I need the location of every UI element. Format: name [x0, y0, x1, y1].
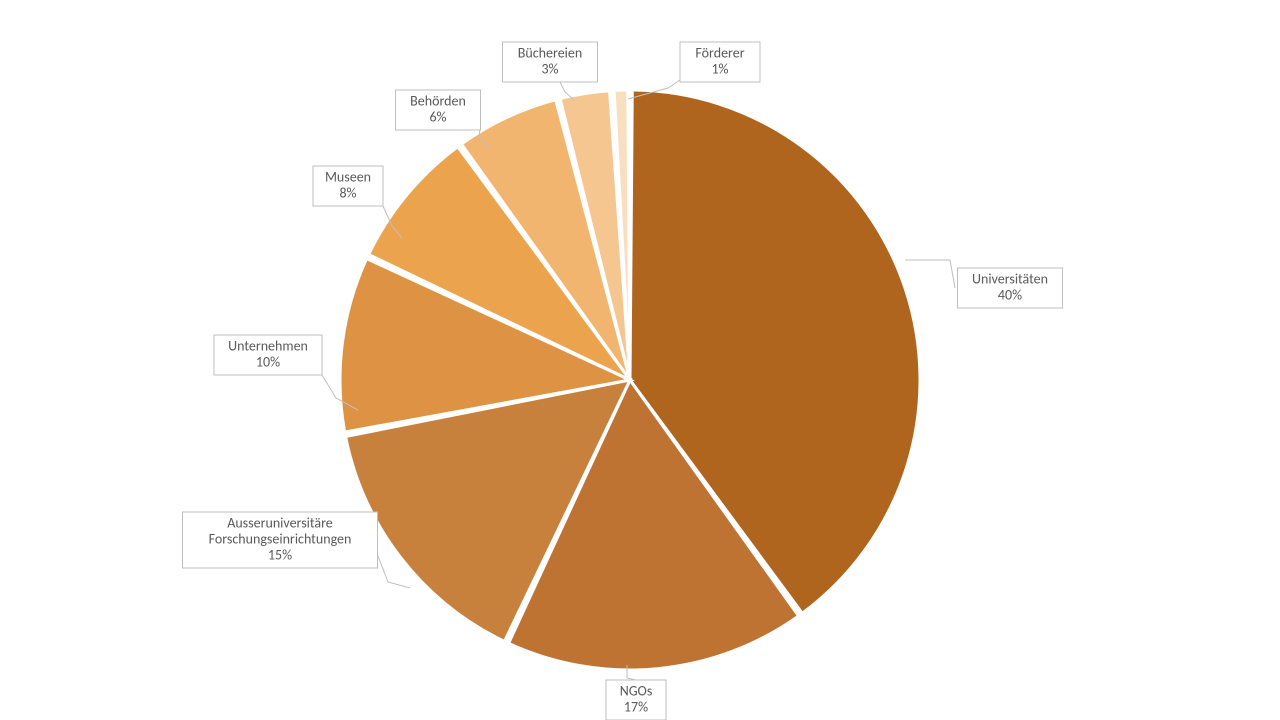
label-text: Universitäten — [972, 270, 1048, 287]
label-text: Förderer — [695, 44, 744, 61]
label-text: Museen — [325, 168, 371, 185]
label-text: Unternehmen — [228, 337, 308, 354]
label-text: 10% — [256, 353, 280, 370]
label-text: 3% — [541, 60, 558, 77]
label-text: Forschungseinrichtungen — [209, 530, 352, 547]
label-text: 8% — [339, 184, 356, 201]
pie-chart: Universitäten40% NGOs17% Ausseruniversitär… — [0, 0, 1280, 720]
label-text: 15% — [268, 546, 292, 563]
label-text: Behörden — [410, 92, 466, 109]
label-text: 1% — [711, 60, 728, 77]
label-text: 6% — [429, 108, 446, 125]
label-text: Büchereien — [518, 44, 582, 61]
label-text: Ausseruniversitäre — [227, 514, 333, 531]
label-text: 17% — [624, 698, 648, 715]
label-text: NGOs — [620, 682, 653, 699]
label-text: 40% — [998, 286, 1022, 303]
